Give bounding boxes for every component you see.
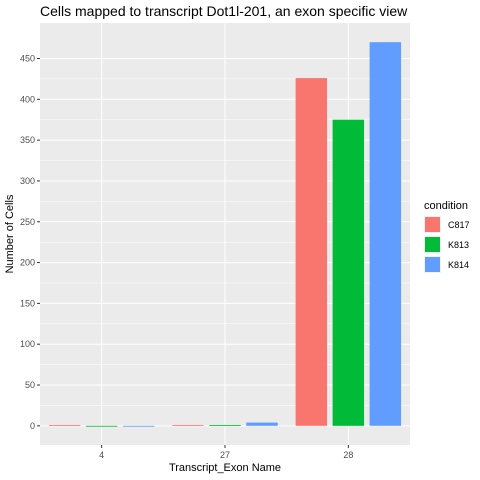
bar-k813-27 bbox=[209, 425, 241, 426]
y-tick-label: 300 bbox=[20, 176, 35, 186]
legend-label: C817 bbox=[448, 220, 470, 230]
legend-key-k813 bbox=[425, 237, 440, 252]
y-tick-label: 250 bbox=[20, 217, 35, 227]
bar-k814-4 bbox=[122, 425, 155, 427]
y-tick-label: 350 bbox=[20, 135, 35, 145]
bars bbox=[48, 42, 402, 427]
legend-title: condition bbox=[424, 200, 468, 212]
y-tick-label: 400 bbox=[20, 94, 35, 104]
bar-c817-28 bbox=[295, 78, 328, 426]
x-axis-title: Transcript_Exon Name bbox=[169, 462, 281, 474]
legend-key-c817 bbox=[425, 217, 440, 232]
legend-label: K814 bbox=[448, 260, 469, 270]
x-tick-label: 28 bbox=[343, 450, 353, 460]
legend-key-k814 bbox=[425, 257, 440, 272]
y-axis: 0 50 100 150 200 250 300 350 400 450 bbox=[20, 54, 40, 431]
bar-k814-28 bbox=[369, 42, 402, 426]
bar-k813-4 bbox=[85, 425, 118, 427]
y-tick-label: 450 bbox=[20, 54, 35, 64]
chart-title: Cells mapped to transcript Dot1l-201, an… bbox=[40, 3, 408, 19]
y-axis-title: Number of Cells bbox=[4, 194, 16, 273]
y-tick-label: 200 bbox=[20, 258, 35, 268]
x-tick-label: 4 bbox=[99, 450, 104, 460]
bar-c817-27 bbox=[172, 425, 204, 426]
legend-label: K813 bbox=[448, 240, 469, 250]
bar-k813-28 bbox=[332, 119, 365, 426]
y-tick-label: 100 bbox=[20, 339, 35, 349]
bar-k814-27 bbox=[246, 422, 278, 426]
y-tick-label: 50 bbox=[25, 380, 35, 390]
x-tick-label: 27 bbox=[220, 450, 230, 460]
legend: condition C817 K813 K814 bbox=[424, 200, 470, 273]
bar-c817-4 bbox=[48, 425, 81, 426]
y-tick-label: 150 bbox=[20, 298, 35, 308]
y-tick-label: 0 bbox=[30, 421, 35, 431]
x-axis: 4 27 28 bbox=[99, 445, 353, 460]
